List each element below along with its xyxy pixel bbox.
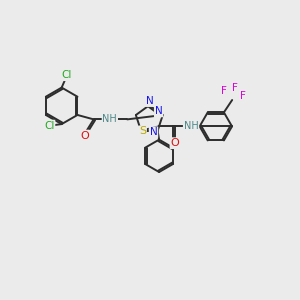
Text: F: F xyxy=(232,83,237,93)
Text: N: N xyxy=(150,127,158,137)
Text: O: O xyxy=(80,130,89,141)
Text: N: N xyxy=(146,96,154,106)
Text: Cl: Cl xyxy=(61,70,71,80)
Text: O: O xyxy=(170,138,179,148)
Text: S: S xyxy=(139,126,146,136)
Text: NH: NH xyxy=(184,121,198,131)
Text: F: F xyxy=(221,86,227,96)
Text: N: N xyxy=(155,106,163,116)
Text: F: F xyxy=(240,91,246,100)
Text: Cl: Cl xyxy=(44,121,55,130)
Text: NH: NH xyxy=(103,114,117,124)
